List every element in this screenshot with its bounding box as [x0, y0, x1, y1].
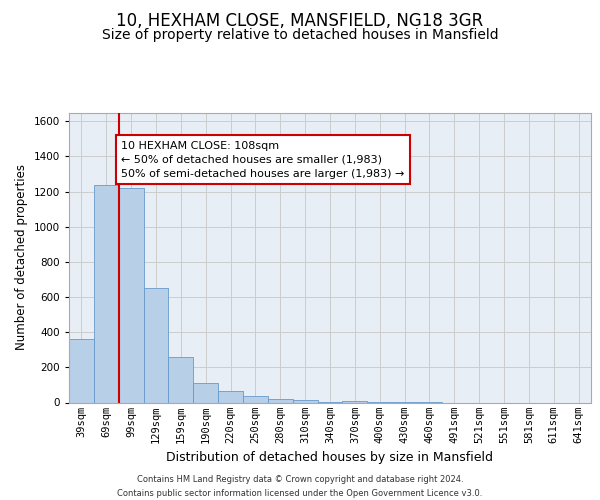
Bar	[268, 398, 293, 402]
Bar	[119, 188, 143, 402]
Bar	[94, 184, 119, 402]
Bar	[193, 383, 218, 402]
Bar	[293, 400, 317, 402]
Bar	[218, 391, 243, 402]
Y-axis label: Number of detached properties: Number of detached properties	[15, 164, 28, 350]
Text: Contains HM Land Registry data © Crown copyright and database right 2024.
Contai: Contains HM Land Registry data © Crown c…	[118, 476, 482, 498]
Bar	[169, 357, 193, 403]
Bar	[143, 288, 169, 403]
Bar	[243, 396, 268, 402]
X-axis label: Distribution of detached houses by size in Mansfield: Distribution of detached houses by size …	[167, 451, 493, 464]
Bar	[69, 339, 94, 402]
Text: Size of property relative to detached houses in Mansfield: Size of property relative to detached ho…	[101, 28, 499, 42]
Text: 10 HEXHAM CLOSE: 108sqm
← 50% of detached houses are smaller (1,983)
50% of semi: 10 HEXHAM CLOSE: 108sqm ← 50% of detache…	[121, 140, 404, 178]
Bar	[343, 400, 367, 402]
Text: 10, HEXHAM CLOSE, MANSFIELD, NG18 3GR: 10, HEXHAM CLOSE, MANSFIELD, NG18 3GR	[116, 12, 484, 30]
